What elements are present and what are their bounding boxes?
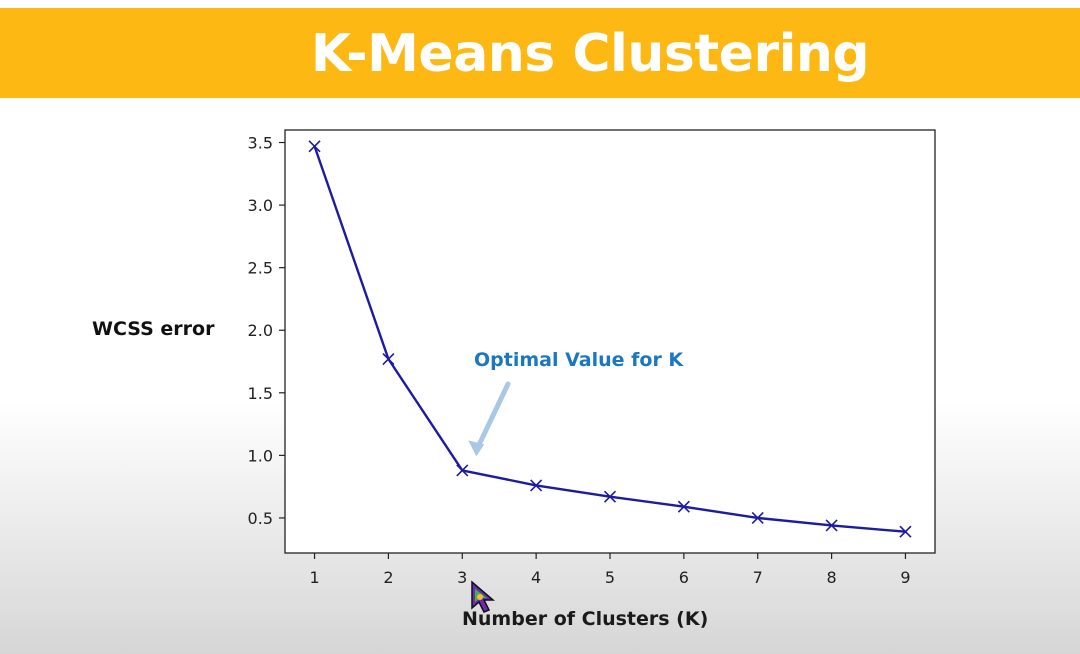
mouse-cursor-icon <box>471 580 496 613</box>
x-tick-label: 5 <box>605 568 615 587</box>
x-axis-title: Number of Clusters (K) <box>462 608 709 630</box>
x-tick-label: 8 <box>826 568 836 587</box>
x-tick-label: 9 <box>900 568 910 587</box>
slide-title: K-Means Clustering <box>310 24 870 84</box>
data-point-marker <box>308 140 321 153</box>
y-axis-title: WCSS error <box>92 318 215 340</box>
top-strip <box>0 0 1080 8</box>
data-point-marker <box>456 464 469 477</box>
x-tick-label: 4 <box>531 568 541 587</box>
data-point-marker <box>382 352 395 366</box>
x-tick-label: 2 <box>383 568 393 587</box>
title-banner: K-Means Clustering <box>0 8 1080 98</box>
data-point-marker <box>899 525 912 538</box>
annotation-label: Optimal Value for K <box>474 349 684 371</box>
y-tick-label: 2.0 <box>248 321 273 340</box>
annotation-arrow <box>475 381 511 449</box>
y-tick-label: 2.5 <box>248 259 273 278</box>
y-tick-label: 1.5 <box>248 384 273 403</box>
data-point-marker <box>677 500 690 513</box>
data-point-marker <box>603 490 617 503</box>
annotation-arrowhead <box>468 440 485 457</box>
data-point-marker <box>530 479 543 492</box>
data-point-marker <box>751 511 764 525</box>
y-tick-label: 3.0 <box>248 196 273 215</box>
y-tick-label: 0.5 <box>248 509 273 528</box>
data-point-marker <box>825 519 838 532</box>
x-tick-label: 6 <box>679 568 689 587</box>
x-tick-label: 7 <box>753 568 763 587</box>
y-tick-label: 1.0 <box>248 446 273 465</box>
plot-frame <box>284 129 936 554</box>
x-tick-label: 3 <box>457 568 467 587</box>
x-tick-label: 1 <box>309 568 319 587</box>
y-tick-label: 3.5 <box>248 134 273 153</box>
